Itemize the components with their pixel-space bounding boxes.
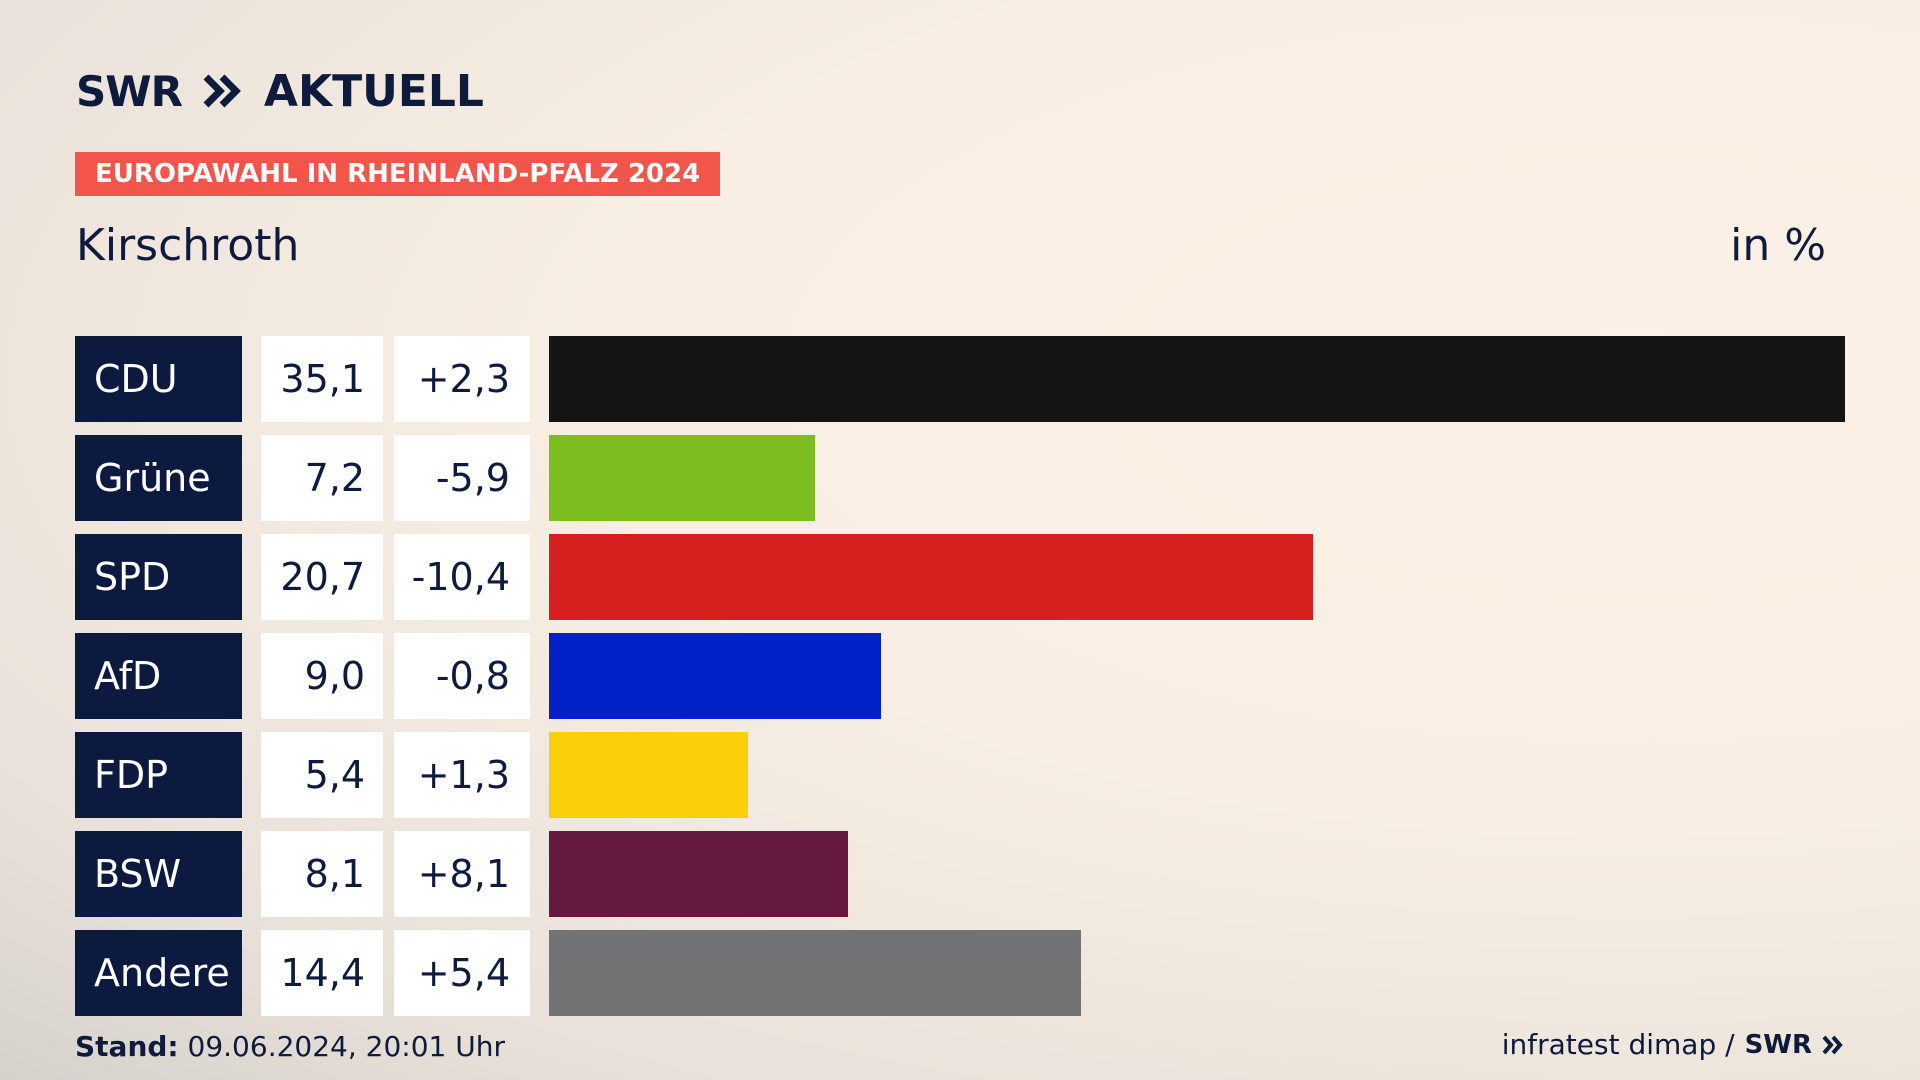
logo-aktuell-text: AKTUELL <box>263 65 484 117</box>
location-title: Kirschroth <box>76 220 300 271</box>
vote-change-value: -10,4 <box>394 534 530 620</box>
party-label: BSW <box>75 831 242 917</box>
stand-value: 09.06.2024, 20:01 Uhr <box>187 1030 505 1063</box>
result-bar <box>549 534 1313 620</box>
party-label: CDU <box>75 336 242 422</box>
vote-share-value: 35,1 <box>261 336 383 422</box>
vote-share-value: 8,1 <box>261 831 383 917</box>
result-bar <box>549 336 1845 422</box>
party-label: FDP <box>75 732 242 818</box>
result-bar <box>549 831 848 917</box>
timestamp: Stand: 09.06.2024, 20:01 Uhr <box>75 1030 505 1063</box>
double-chevron-icon <box>203 74 241 108</box>
party-label: AfD <box>75 633 242 719</box>
result-bar <box>549 435 815 521</box>
source-text: infratest dimap / <box>1501 1028 1735 1061</box>
unit-label: in % <box>1730 220 1826 271</box>
vote-share-value: 5,4 <box>261 732 383 818</box>
result-bar <box>549 732 748 818</box>
vote-change-value: +2,3 <box>394 336 530 422</box>
vote-change-value: +8,1 <box>394 831 530 917</box>
party-label: Grüne <box>75 435 242 521</box>
result-bar <box>549 633 881 719</box>
logo-swr-text: SWR <box>76 66 183 116</box>
party-label: SPD <box>75 534 242 620</box>
source-credit: infratest dimap / SWR <box>1502 1028 1844 1061</box>
vote-change-value: -0,8 <box>394 633 530 719</box>
election-badge: EUROPAWAHL IN RHEINLAND-PFALZ 2024 <box>75 152 721 196</box>
vote-change-value: +5,4 <box>394 930 530 1016</box>
footer-chevron-icon <box>1822 1035 1843 1054</box>
vote-share-value: 9,0 <box>261 633 383 719</box>
vote-share-value: 14,4 <box>261 930 383 1016</box>
vote-share-value: 7,2 <box>261 435 383 521</box>
vote-change-value: -5,9 <box>394 435 530 521</box>
party-label: Andere <box>75 930 242 1016</box>
result-bar <box>549 930 1081 1016</box>
swr-aktuell-logo: SWR AKTUELL <box>76 65 484 117</box>
stand-label: Stand: <box>75 1030 179 1063</box>
vote-share-value: 20,7 <box>261 534 383 620</box>
vote-change-value: +1,3 <box>394 732 530 818</box>
footer-swr-logo: SWR <box>1744 1029 1812 1060</box>
